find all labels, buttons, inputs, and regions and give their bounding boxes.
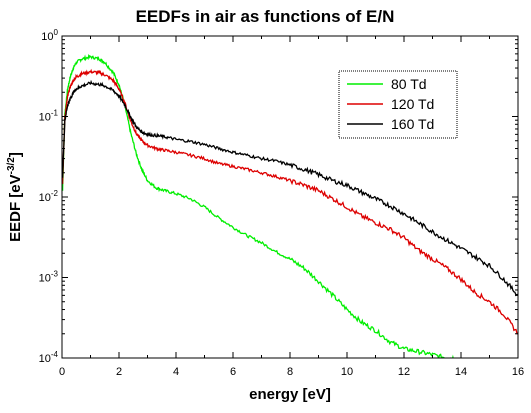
x-tick-label: 10 [341, 366, 353, 378]
x-tick-label: 2 [116, 366, 122, 378]
plot-area [62, 53, 518, 358]
legend: 80 Td 120 Td 160 Td [338, 70, 458, 139]
y-axis-label-close: ] [7, 152, 24, 157]
axis-ticks: 0 2 4 6 8 10 12 14 16 10-4 10-3 10-2 10-1 100 [39, 28, 525, 378]
y-tick-label: 10-1 [39, 109, 59, 124]
y-tick-label: 10-2 [39, 189, 59, 204]
x-tick-label: 4 [173, 366, 179, 378]
x-tick-label: 16 [512, 366, 524, 378]
y-tick-label: 100 [41, 28, 58, 43]
series-line-80-td [62, 53, 456, 358]
y-axis-label-exponent: -3/2 [6, 157, 17, 175]
x-tick-label: 12 [398, 366, 410, 378]
y-tick-label: 10-3 [39, 270, 59, 285]
legend-label-80td: 80 Td [391, 76, 427, 92]
x-tick-label: 8 [287, 366, 293, 378]
series-line-160-td [62, 79, 518, 297]
chart-title: EEDFs in air as functions of E/N [136, 7, 395, 26]
x-tick-label: 0 [59, 366, 65, 378]
y-tick-label: 10-4 [39, 350, 59, 365]
series-line-120-td [62, 68, 518, 335]
legend-label-160td: 160 Td [391, 116, 434, 132]
legend-label-120td: 120 Td [391, 96, 434, 112]
y-axis-label: EEDF [eV-3/2] [6, 152, 24, 242]
x-axis-label: energy [eV] [249, 386, 331, 403]
x-tick-label: 14 [455, 366, 467, 378]
x-tick-label: 6 [230, 366, 236, 378]
y-axis-label-base: EEDF [eV [7, 174, 24, 242]
